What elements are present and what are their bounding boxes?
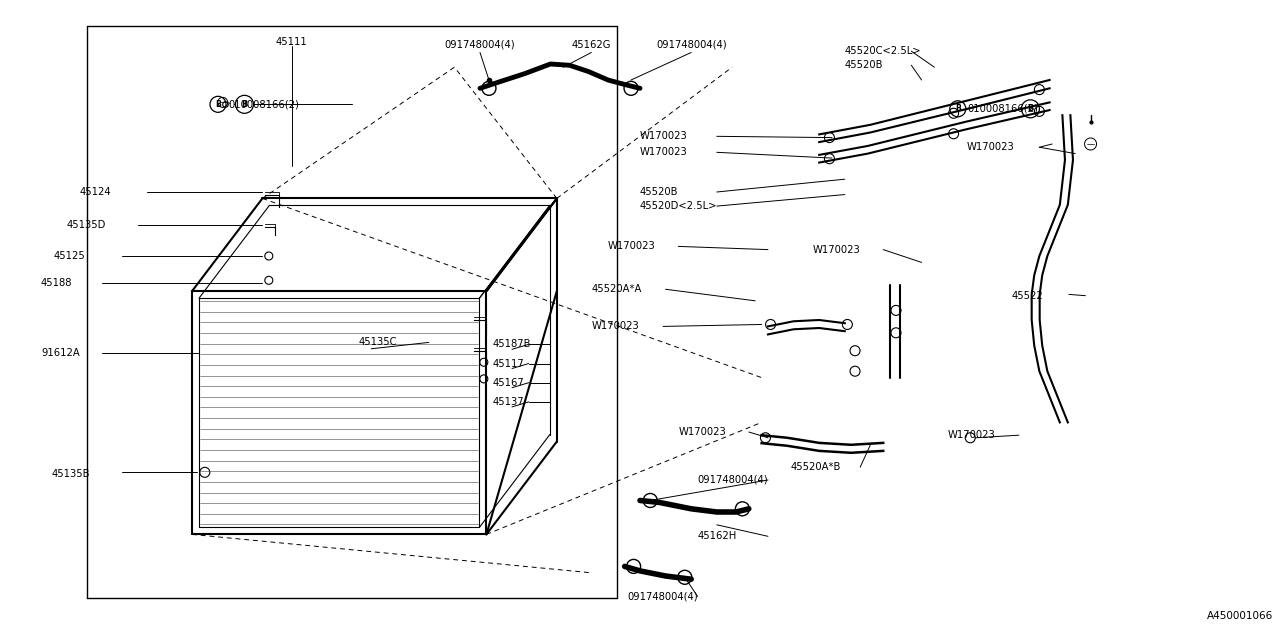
Text: 010008166(2): 010008166(2) [228, 99, 298, 109]
Text: 45520A*B: 45520A*B [791, 462, 841, 472]
Text: B: B [242, 100, 247, 109]
Text: 45117: 45117 [493, 358, 525, 369]
Text: 45135B: 45135B [51, 468, 90, 479]
Text: 45522: 45522 [1011, 291, 1043, 301]
Text: 010008166(2): 010008166(2) [968, 104, 1038, 114]
Circle shape [1034, 106, 1044, 116]
Circle shape [1034, 84, 1044, 95]
Text: W170023: W170023 [813, 244, 860, 255]
Text: B: B [955, 104, 961, 113]
Text: W170023: W170023 [947, 430, 995, 440]
Text: A450001066: A450001066 [1207, 611, 1274, 621]
Text: W170023: W170023 [591, 321, 639, 332]
Circle shape [824, 132, 835, 143]
Text: W170023: W170023 [678, 427, 726, 437]
Text: 45162H: 45162H [698, 531, 737, 541]
Text: 45135C: 45135C [358, 337, 397, 348]
Text: 45520B: 45520B [845, 60, 883, 70]
Circle shape [850, 346, 860, 356]
Circle shape [965, 433, 975, 443]
Circle shape [842, 319, 852, 330]
Text: B: B [215, 100, 221, 109]
Circle shape [760, 433, 771, 443]
Text: 45187B: 45187B [493, 339, 531, 349]
Text: 091748004(4): 091748004(4) [655, 40, 727, 50]
Text: 45135D: 45135D [67, 220, 106, 230]
Text: 091748004(4): 091748004(4) [444, 40, 516, 50]
Text: 45124: 45124 [79, 187, 111, 197]
Circle shape [948, 129, 959, 139]
Text: 45111: 45111 [276, 36, 307, 47]
Circle shape [824, 154, 835, 164]
Text: 45137: 45137 [493, 397, 525, 407]
Text: 45167: 45167 [493, 378, 525, 388]
Text: 45520C<2.5L>: 45520C<2.5L> [845, 46, 922, 56]
Circle shape [891, 305, 901, 316]
Text: 45162G: 45162G [572, 40, 611, 50]
Circle shape [765, 319, 776, 330]
Text: 091748004(4): 091748004(4) [627, 591, 698, 602]
Text: W170023: W170023 [640, 147, 687, 157]
Text: 45520D<2.5L>: 45520D<2.5L> [640, 201, 717, 211]
Text: 45520A*A: 45520A*A [591, 284, 641, 294]
Circle shape [948, 108, 959, 118]
Text: 45125: 45125 [54, 251, 86, 261]
Circle shape [891, 328, 901, 338]
Text: B: B [1028, 104, 1033, 113]
Text: W170023: W170023 [640, 131, 687, 141]
Text: W170023: W170023 [608, 241, 655, 252]
Text: 91612A: 91612A [41, 348, 79, 358]
Text: 45520B: 45520B [640, 187, 678, 197]
Text: W170023: W170023 [966, 142, 1014, 152]
Text: 45188: 45188 [41, 278, 73, 288]
Text: 091748004(4): 091748004(4) [698, 475, 768, 485]
Circle shape [850, 366, 860, 376]
